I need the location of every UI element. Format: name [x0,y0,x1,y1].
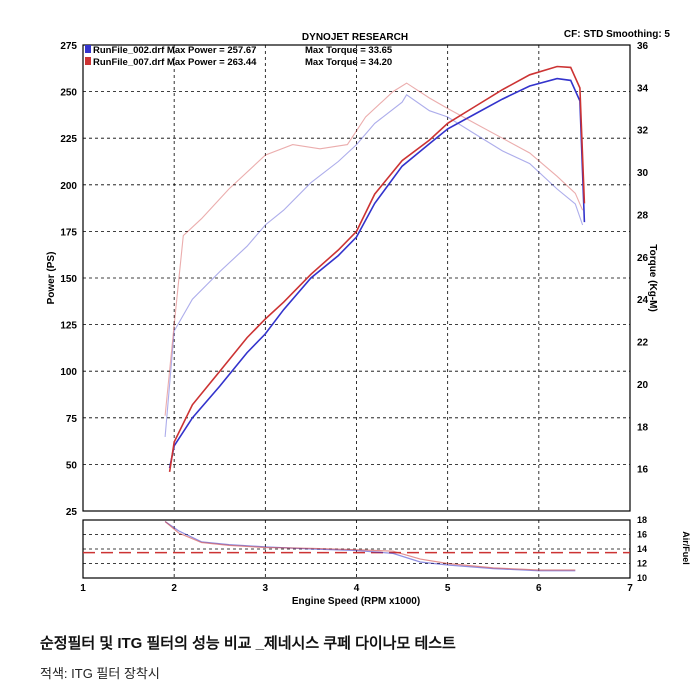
x-tick-label: 4 [354,583,360,594]
af-line-run007 [164,521,576,571]
af-grid-lines [83,520,630,578]
torque-line-run002 [164,94,584,437]
chart-settings: CF: STD Smoothing: 5 [564,29,671,40]
x-tick-label: 5 [445,583,451,594]
torque-line-run007 [164,82,584,416]
torque-tick-label: 20 [637,380,649,391]
power-line-run002 [168,77,586,469]
chart-title: DYNOJET RESEARCH [302,32,408,43]
x-tick-label: 1 [80,583,86,594]
af-tick-label: 12 [637,559,647,569]
legend-swatch-run007 [85,57,91,65]
power-tick-label: 250 [60,88,77,99]
power-tick-label: 125 [60,321,77,332]
legend-swatch-run002 [85,45,91,53]
grid-lines [83,45,630,511]
torque-tick-label: 26 [637,253,649,264]
torque-tick-label: 16 [637,465,649,476]
power-tick-label: 150 [60,274,77,285]
power-tick-label: 200 [60,181,77,192]
torque-tick-label: 24 [637,295,649,306]
torque-tick-label: 32 [637,126,649,137]
torque-tick-label: 30 [637,168,649,179]
legend-torque-run007: Max Torque = 34.20 [305,57,392,68]
torque-tick-label: 34 [637,83,649,94]
y-axis-label-power: Power (PS) [46,252,57,305]
x-tick-label: 2 [171,583,177,594]
af-tick-label: 18 [637,515,647,525]
torque-tick-label: 28 [637,210,649,221]
torque-tick-label: 22 [637,338,649,349]
legend-label-run002: RunFile_002.drf Max Power = 257.67 [93,45,256,56]
power-tick-label: 50 [66,460,78,471]
legend-label-run007: RunFile_007.drf Max Power = 263.44 [93,57,257,68]
x-tick-label: 7 [627,583,633,594]
legend: RunFile_002.drf Max Power = 257.67 Max T… [85,45,393,68]
af-tick-label: 10 [637,573,647,583]
af-line-run002 [164,521,576,572]
af-tick-label: 14 [637,544,647,554]
y-axis-label-af: Air/Fuel [681,531,691,565]
caption-subtitle: 적색: ITG 필터 장착시 [40,666,160,681]
axis-tick-labels: 1 2 3 4 5 6 7255075100125150175200225250275161… [60,41,648,594]
power-tick-label: 25 [66,507,78,518]
caption-title: 순정필터 및 ITG 필터의 성능 비교 _제네시스 쿠페 다이나모 테스트 [40,635,456,652]
torque-tick-label: 18 [637,422,649,433]
power-line-run007 [168,65,586,473]
power-tick-label: 75 [66,414,78,425]
power-tick-label: 275 [60,41,77,52]
power-tick-label: 175 [60,227,77,238]
series-lines [164,65,586,473]
af-series-lines [164,521,576,572]
torque-tick-label: 36 [637,41,649,52]
legend-torque-run002: Max Torque = 33.65 [305,45,393,56]
x-axis-label: Engine Speed (RPM x1000) [292,596,420,607]
power-tick-label: 225 [60,134,77,145]
power-tick-label: 100 [60,367,77,378]
x-tick-label: 6 [536,583,542,594]
af-tick-label: 16 [637,530,647,540]
y-axis-label-torque: Torque (Kg-M) [647,244,658,312]
x-tick-label: 3 [263,583,269,594]
